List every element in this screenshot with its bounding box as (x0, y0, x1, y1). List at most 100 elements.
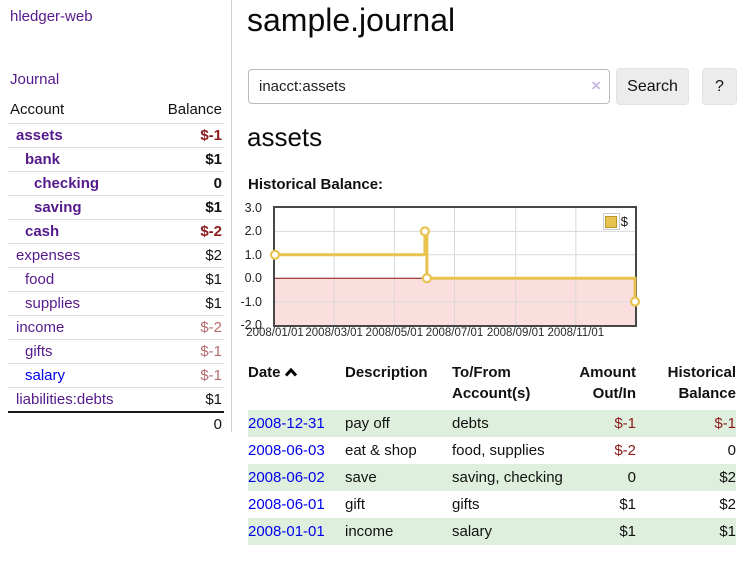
accounts-table: Account Balance assets $-1 bank $1 check… (8, 98, 224, 436)
y-tick-label: 0.0 (244, 271, 262, 286)
y-tick-label: 3.0 (244, 201, 262, 215)
account-link-salary[interactable]: salary (25, 367, 66, 384)
accounts-total-balance: 0 (147, 411, 224, 436)
account-balance: $-1 (147, 339, 224, 364)
register-row: 2008-06-03 eat & shop food, supplies $-2… (248, 437, 736, 464)
transaction-accounts: debts (452, 415, 489, 432)
account-row: cash $-2 (8, 219, 224, 244)
legend-swatch-box (602, 213, 620, 230)
chart-legend: $ (602, 213, 628, 230)
x-tick-label: 2008/03/01 (305, 327, 363, 339)
x-tick-label: 2008/05/01 (365, 327, 424, 339)
transaction-amount: $-2 (614, 442, 636, 459)
account-link-bank[interactable]: bank (25, 151, 61, 168)
x-tick-label: 2008/07/01 (425, 327, 484, 339)
sidebar: hledger-web Journal Account Balance asse… (0, 0, 232, 436)
account-row: income $-2 (8, 315, 224, 340)
chart-plot: $ (269, 206, 641, 327)
clear-search-icon[interactable]: × (591, 76, 601, 95)
account-balance: $1 (147, 291, 224, 316)
register-header-row: Date Description To/From Account(s) Amou… (248, 360, 736, 410)
account-link-cash[interactable]: cash (25, 223, 60, 240)
transaction-balance: $2 (719, 469, 736, 486)
accounts-total-row: 0 (8, 411, 224, 436)
transaction-amount: $-1 (614, 415, 636, 432)
account-balance: $2 (147, 243, 224, 268)
transaction-description: income (345, 523, 394, 540)
register-row: 2008-06-01 gift gifts $1 $2 (248, 491, 736, 518)
accounts-header-account: Account (10, 101, 65, 118)
account-link-assets[interactable]: assets (16, 127, 63, 144)
y-tick-label: 1.0 (244, 247, 262, 262)
register-header-balance: Historical Balance (667, 364, 736, 402)
search-input[interactable] (248, 69, 610, 104)
account-link-income[interactable]: income (16, 319, 65, 336)
account-row: liabilities:debts $1 (8, 387, 224, 412)
account-row: gifts $-1 (8, 339, 224, 364)
transaction-accounts: food, supplies (452, 442, 545, 459)
account-heading: assets (247, 122, 323, 152)
transaction-date-link[interactable]: 2008-12-31 (248, 415, 325, 432)
transaction-accounts: gifts (452, 496, 480, 513)
x-tick-label: 2008/01/01 (246, 327, 304, 339)
transaction-balance: $1 (719, 523, 736, 540)
app-title-link[interactable]: hledger-web (10, 8, 93, 25)
accounts-header-balance: Balance (167, 101, 222, 118)
register-row: 2008-12-31 pay off debts $-1 $-1 (248, 410, 736, 437)
account-link-gifts[interactable]: gifts (25, 343, 53, 360)
balance-chart (269, 208, 641, 325)
y-tick-label: -2.0 (240, 318, 262, 332)
account-balance: $-1 (147, 123, 224, 148)
account-balance: $-1 (147, 363, 224, 388)
register-table: Date Description To/From Account(s) Amou… (248, 360, 736, 545)
register-row: 2008-01-01 income salary $1 $1 (248, 518, 736, 545)
account-link-food[interactable]: food (25, 271, 55, 288)
transaction-description: gift (345, 496, 366, 513)
help-button[interactable]: ? (702, 68, 737, 105)
account-row: saving $1 (8, 195, 224, 220)
transaction-date-link[interactable]: 2008-06-03 (248, 442, 325, 459)
legend-label: $ (620, 214, 628, 229)
transaction-amount: $1 (619, 496, 636, 513)
register-header-date[interactable]: Date (248, 360, 345, 410)
transaction-accounts: saving, checking (452, 469, 563, 486)
account-row: expenses $2 (8, 243, 224, 268)
sort-asc-icon (284, 364, 298, 381)
y-tick-label: -1.0 (240, 294, 262, 309)
chart-y-axis: 3.0 2.0 1.0 0.0 -1.0 -2.0 (233, 201, 269, 332)
transaction-description: eat & shop (345, 442, 417, 459)
transaction-date-link[interactable]: 2008-06-01 (248, 496, 325, 513)
x-tick-label: 2008/11/01 (547, 327, 605, 339)
account-link-expenses[interactable]: expenses (16, 247, 81, 264)
account-link-supplies[interactable]: supplies (25, 295, 81, 312)
account-row: bank $1 (8, 147, 224, 172)
sidebar-item-journal[interactable]: Journal (10, 71, 60, 88)
y-tick-label: 2.0 (244, 224, 262, 239)
legend-color-swatch (605, 215, 618, 228)
account-link-saving[interactable]: saving (34, 199, 82, 216)
register-header-description: Description (345, 364, 428, 381)
account-balance: $-2 (147, 219, 224, 244)
account-link-liabilities-debts[interactable]: liabilities:debts (16, 391, 114, 408)
transaction-balance: $2 (719, 496, 736, 513)
account-row: assets $-1 (8, 123, 224, 148)
search-button[interactable]: Search (616, 68, 689, 105)
register-row: 2008-06-02 save saving, checking 0 $2 (248, 464, 736, 491)
account-balance: $-2 (147, 315, 224, 340)
x-tick-label: 2008/09/01 (486, 327, 545, 339)
account-row: salary $-1 (8, 363, 224, 388)
register-header-accounts: To/From Account(s) (452, 364, 531, 402)
chart-title: Historical Balance: (248, 176, 384, 193)
page-title: sample.journal (247, 2, 456, 38)
account-balance: $1 (147, 147, 224, 172)
account-balance: $1 (147, 195, 224, 220)
account-link-checking[interactable]: checking (34, 175, 100, 192)
account-row: checking 0 (8, 171, 224, 196)
transaction-date-link[interactable]: 2008-06-02 (248, 469, 325, 486)
transaction-description: save (345, 469, 377, 486)
transaction-date-link[interactable]: 2008-01-01 (248, 523, 325, 540)
chart-x-axis: 2008/01/01 2008/03/01 2008/05/01 2008/07/01… (246, 327, 635, 343)
account-row: supplies $1 (8, 291, 224, 316)
transaction-description: pay off (345, 415, 390, 432)
account-balance: $1 (147, 267, 224, 292)
